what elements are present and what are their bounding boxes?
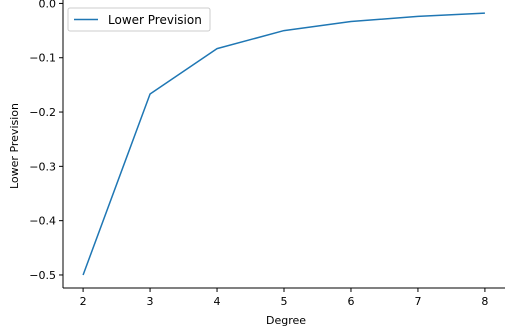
- x-axis: 2 3 4 5 6 7 8: [80, 288, 488, 308]
- y-tick-label: −0.3: [29, 160, 56, 173]
- x-axis-label: Degree: [266, 314, 306, 327]
- x-tick-label: 4: [214, 295, 221, 308]
- series-layer: [82, 12, 485, 276]
- y-tick-label: −0.2: [29, 106, 56, 119]
- legend-label-lower-prevision: Lower Prevision: [108, 13, 202, 27]
- x-tick-label: 3: [147, 295, 154, 308]
- y-tick-label: −0.5: [29, 269, 56, 282]
- y-tick-label: −0.4: [29, 215, 56, 228]
- x-tick-label: 7: [414, 295, 421, 308]
- y-axis-label: Lower Prevision: [8, 103, 21, 189]
- x-tick-label: 2: [80, 295, 87, 308]
- x-tick-label: 5: [281, 295, 288, 308]
- series-line-lower-prevision: [82, 12, 485, 276]
- legend-box: [67, 7, 211, 32]
- plot-area: [62, 0, 505, 289]
- y-axis: −0.5 −0.4 −0.3 −0.2 −0.1 0.0: [29, 0, 63, 282]
- legend: Lower Prevision: [67, 7, 211, 32]
- x-tick-label: 8: [481, 295, 488, 308]
- x-tick-label: 6: [347, 295, 354, 308]
- y-tick-label: 0.0: [39, 0, 57, 10]
- y-tick-label: −0.1: [29, 52, 56, 65]
